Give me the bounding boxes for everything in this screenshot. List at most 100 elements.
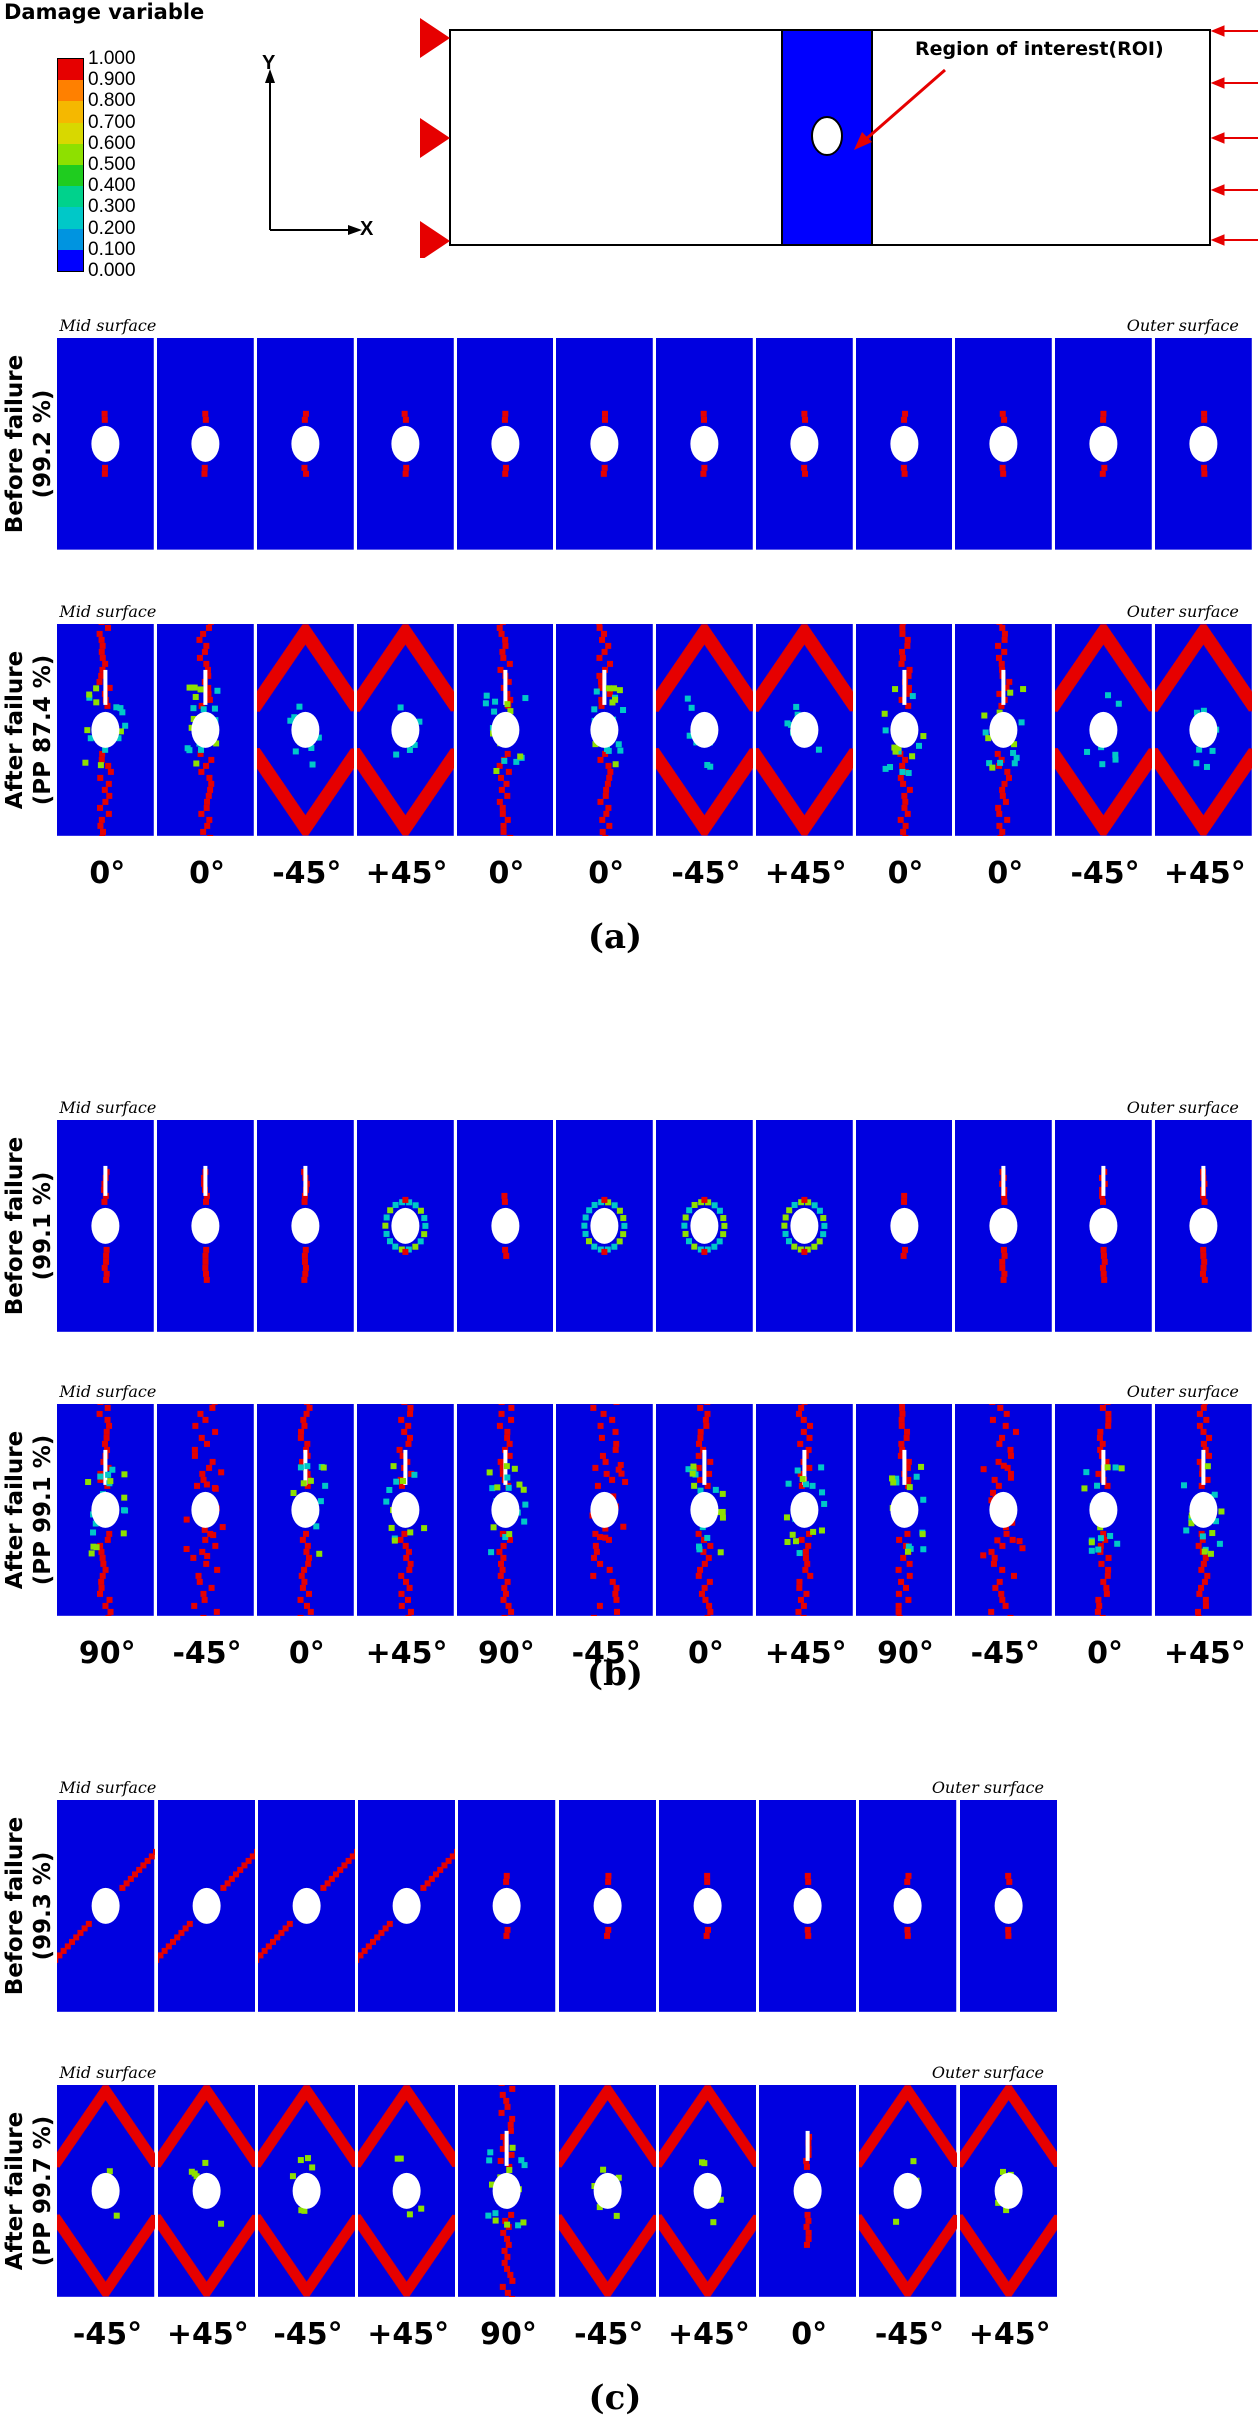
hole [1189, 1492, 1218, 1529]
ply-damage-map [658, 2085, 757, 2298]
hole [989, 1208, 1018, 1245]
ply-damage-map [556, 623, 654, 836]
hole [1189, 1208, 1218, 1245]
row-label-line1: After failure [1, 2112, 28, 2271]
row-label-line1: After failure [1, 1430, 28, 1590]
damage-pattern [589, 1404, 629, 1617]
hole [91, 426, 120, 463]
hole [590, 711, 619, 748]
hole [1089, 711, 1118, 748]
damage-pattern [1055, 624, 1152, 836]
ply-damage-map [356, 1120, 454, 1333]
hole [994, 2173, 1023, 2210]
row-label-line2: (PP 99.1 %) [29, 1434, 56, 1586]
ply-angle-label: 0° [588, 855, 625, 891]
hole [92, 2173, 121, 2210]
hole [291, 426, 320, 463]
ply-angle-label: 0° [688, 1636, 724, 1672]
ply-angle-label: -45° [574, 2317, 644, 2353]
hole-shape [811, 116, 843, 156]
ply-damage-map [356, 1404, 454, 1617]
ply-damage-map [755, 623, 853, 836]
damage-pattern [904, 1872, 912, 1939]
damage-pattern [558, 2085, 656, 2297]
ply-angle-label: 90° [877, 1636, 934, 1672]
damage-pattern [656, 624, 753, 836]
ply-angle-label: -45° [172, 1636, 242, 1672]
damage-pattern [980, 1404, 1026, 1617]
ply-damage-map [157, 2085, 255, 2298]
ply-damage-map [855, 623, 953, 836]
row-label: Before failure (99.2 %) [1, 338, 57, 550]
ply-damage-map [157, 1799, 255, 2012]
damage-pattern [358, 1848, 456, 1963]
ply-damage-map [57, 2085, 155, 2298]
support-triangle-middle [420, 118, 450, 158]
hole [490, 426, 519, 463]
mid-surface-label: Mid surface [59, 1777, 157, 1797]
damage-pattern [500, 1193, 509, 1260]
ply-angle-label: -45° [273, 2317, 343, 2353]
damage-pattern [601, 411, 609, 478]
hole [292, 2173, 321, 2210]
ply-damage-map [157, 623, 254, 836]
damage-pattern [800, 411, 808, 478]
legend-tick-label: 0.300 [88, 196, 136, 218]
damage-pattern [783, 1404, 827, 1617]
support-triangle-top [420, 18, 450, 58]
legend-swatch [58, 165, 83, 187]
hole [693, 1887, 722, 1924]
damage-pattern [201, 1166, 211, 1284]
damage-pattern [1081, 1404, 1125, 1617]
ply-angle-label: +45° [1163, 855, 1246, 891]
ply-angle-label: +45° [166, 2317, 249, 2353]
hole [191, 426, 220, 463]
hole [889, 1208, 918, 1245]
hole [392, 2173, 421, 2210]
row-label: After failure (PP 87.4 %) [1, 624, 57, 836]
legend-tick-label: 0.800 [88, 90, 136, 112]
ply-damage-map [955, 623, 1053, 836]
ply-angle-label: +45° [668, 2317, 750, 2353]
ply-damage-map [458, 1799, 556, 2012]
ply-damage-map [859, 1799, 957, 2012]
hole [1189, 711, 1218, 748]
damage-pattern [358, 2085, 456, 2297]
damage-pattern [1154, 624, 1252, 836]
ply-damage-map [157, 1404, 254, 1617]
hole [291, 1492, 320, 1529]
hole [191, 1492, 220, 1529]
ply-angle-label: 0° [887, 855, 924, 891]
hole [391, 426, 420, 463]
hole [1089, 426, 1118, 463]
panel-caption: (a) [587, 916, 643, 957]
coordinate-axes [265, 69, 362, 235]
ply-angle-label: 90° [480, 2317, 537, 2353]
damage-pattern [301, 1166, 310, 1284]
hole [989, 1492, 1018, 1529]
row-label-line2: (99.2 %) [29, 389, 56, 499]
ply-damage-map [855, 1120, 953, 1333]
hole [790, 1208, 819, 1245]
hole [292, 1887, 321, 1924]
damage-pattern [1099, 411, 1108, 478]
mid-surface-label: Mid surface [59, 2063, 157, 2083]
hole [994, 1887, 1023, 1924]
ply-damage-map [656, 1120, 753, 1333]
hole [490, 1492, 519, 1529]
damage-pattern [859, 2085, 957, 2297]
ply-angle-label: -45° [571, 1636, 641, 1672]
panel-caption: (b) [587, 1653, 643, 1694]
hole [590, 426, 619, 463]
ply-angle-label: -45° [874, 2317, 945, 2353]
hole [1089, 1492, 1118, 1529]
legend-tick-label: 0.900 [88, 69, 136, 91]
ply-angle-label: 0° [189, 855, 225, 891]
ply-damage-map [356, 623, 454, 836]
ply-angle-label: +45° [764, 855, 847, 891]
damage-pattern [1004, 1872, 1012, 1939]
legend-title: Damage variable [4, 0, 205, 24]
legend-tick-label: 0.600 [88, 132, 136, 154]
damage-pattern [804, 1872, 812, 1939]
